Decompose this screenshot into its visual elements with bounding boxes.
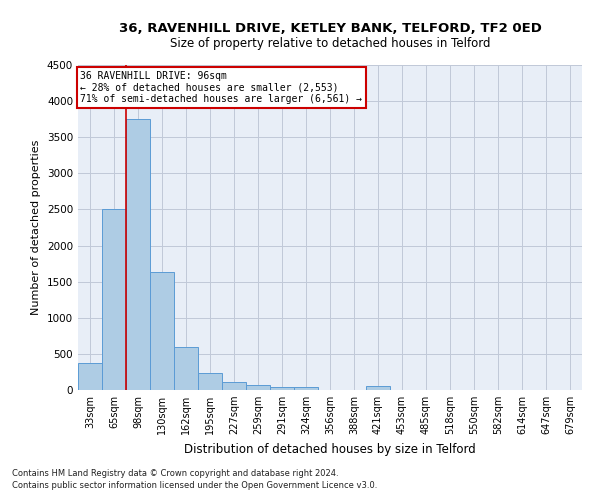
Bar <box>270 387 294 390</box>
Bar <box>150 272 174 390</box>
Text: Contains public sector information licensed under the Open Government Licence v3: Contains public sector information licen… <box>12 481 377 490</box>
Bar <box>102 210 126 390</box>
Bar <box>294 388 318 390</box>
Text: 36, RAVENHILL DRIVE, KETLEY BANK, TELFORD, TF2 0ED: 36, RAVENHILL DRIVE, KETLEY BANK, TELFOR… <box>119 22 541 36</box>
Y-axis label: Number of detached properties: Number of detached properties <box>31 140 41 315</box>
Bar <box>246 386 270 390</box>
Text: Distribution of detached houses by size in Telford: Distribution of detached houses by size … <box>184 442 476 456</box>
Bar <box>366 386 390 390</box>
Bar <box>222 382 246 390</box>
Text: 36 RAVENHILL DRIVE: 96sqm
← 28% of detached houses are smaller (2,553)
71% of se: 36 RAVENHILL DRIVE: 96sqm ← 28% of detac… <box>80 71 362 104</box>
Bar <box>198 374 222 390</box>
Bar <box>126 119 150 390</box>
Bar <box>78 364 102 390</box>
Text: Size of property relative to detached houses in Telford: Size of property relative to detached ho… <box>170 38 490 51</box>
Bar <box>174 348 198 390</box>
Text: Contains HM Land Registry data © Crown copyright and database right 2024.: Contains HM Land Registry data © Crown c… <box>12 468 338 477</box>
